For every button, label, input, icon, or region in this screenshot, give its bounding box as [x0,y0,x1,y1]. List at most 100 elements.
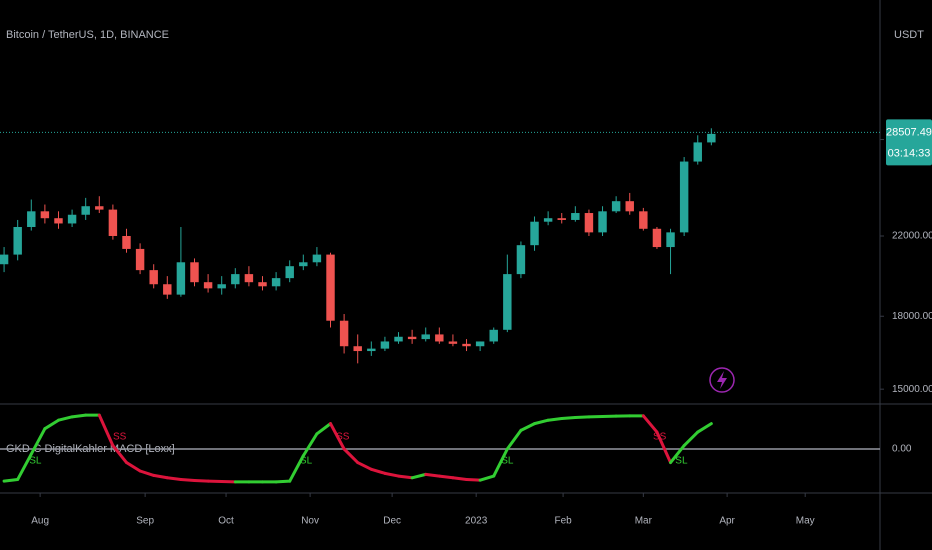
signal-label: SS [653,432,667,443]
x-tick-label: Feb [554,516,572,527]
candle-body [557,218,566,220]
indicator-segment [696,422,713,434]
indicator-segment [546,417,564,422]
candle-body [639,211,648,229]
candle-body [448,341,458,344]
candle-body [27,211,36,228]
x-tick-label: Sep [136,516,154,527]
y-tick-label: 15000.00 [892,384,932,395]
indicator-segment [533,418,550,426]
candle-body [707,133,716,143]
alert-circle[interactable] [709,367,735,393]
indicator-segment [192,478,210,483]
indicator-segment [288,454,305,483]
candle-body [666,232,675,248]
indicator-segment [505,428,523,451]
candle-body [679,161,689,233]
candle-body [135,248,145,271]
candle-body [516,245,526,275]
candle-body [503,274,512,330]
candle-body [285,266,294,279]
candle-body [244,274,254,283]
candle-body [67,214,77,224]
indicator-segment [356,461,373,471]
indicator-segment [329,422,346,451]
indicator-segment [315,422,333,436]
candle-body [122,235,131,249]
candle-body [367,348,376,352]
candle-body [326,254,335,321]
y-tick-label: 22000.00 [892,231,932,242]
signal-label: SL [29,456,42,467]
signal-label: SS [113,432,127,443]
candle-body [462,343,471,347]
indicator-segment [465,477,482,482]
signal-label: SS [336,432,350,443]
x-tick-label: Dec [383,516,401,527]
candle-body [203,282,213,289]
indicator-segment [29,427,47,456]
candle-body [353,346,362,352]
x-tick-label: Apr [719,516,735,527]
x-tick-label: Mar [635,516,653,527]
candle-body [394,336,403,342]
candle-body [598,211,607,233]
candle-body [475,341,485,347]
candle-body [299,262,308,267]
indicator-segment [560,416,577,421]
candle-body [190,262,199,283]
indicator-segment [274,479,292,484]
candle-body [339,320,349,347]
candle-body [421,334,430,340]
signal-label: SL [501,456,514,467]
indicator-segment [492,447,509,478]
indicator-segment [16,452,33,481]
candle-body [584,213,594,233]
indicator-segment [124,461,142,473]
indicator-segment [111,444,128,465]
indicator-segment [301,432,319,458]
indicator-segment [70,413,88,419]
indicator-tick-label: 0.00 [892,444,912,455]
candle-body [54,218,63,224]
indicator-segment [424,472,441,478]
candle-body [95,206,104,210]
candle-body [543,218,553,222]
indicator-segment [43,418,60,431]
candle-body [625,201,634,212]
indicator-segment [97,413,115,448]
indicator-segment [369,467,387,475]
indicator-segment [519,422,537,432]
candle-body [312,254,322,263]
candle-body [571,213,580,220]
indicator-segment [342,447,360,465]
candle-body [231,274,240,285]
indicator-segment [573,415,591,420]
candle-body [217,284,226,289]
candle-body [530,221,539,246]
candle-body [407,336,417,340]
indicator-segment [682,430,700,448]
candle-body [271,278,281,287]
signal-label: SL [300,456,313,467]
indicator-segment [165,476,183,481]
indicator-segment [451,476,469,481]
indicator-segment [56,415,74,422]
currency: USDT [894,29,924,41]
x-tick-label: May [796,516,815,527]
indicator-segment [2,477,20,483]
x-tick-label: Aug [31,516,49,527]
alert-icon[interactable] [709,367,735,393]
indicator-segment [641,414,659,434]
symbol-title: Bitcoin / TetherUS, 1D, BINANCE [6,29,169,41]
candle-body [652,228,662,248]
indicator-segment [669,444,686,465]
candle-body [176,262,186,295]
candle-body [149,270,158,285]
x-tick-label: Oct [218,516,234,527]
alert-bolt[interactable] [717,371,727,389]
indicator-segment [383,471,401,478]
indicator-segment [179,477,196,482]
candle-body [81,206,90,215]
